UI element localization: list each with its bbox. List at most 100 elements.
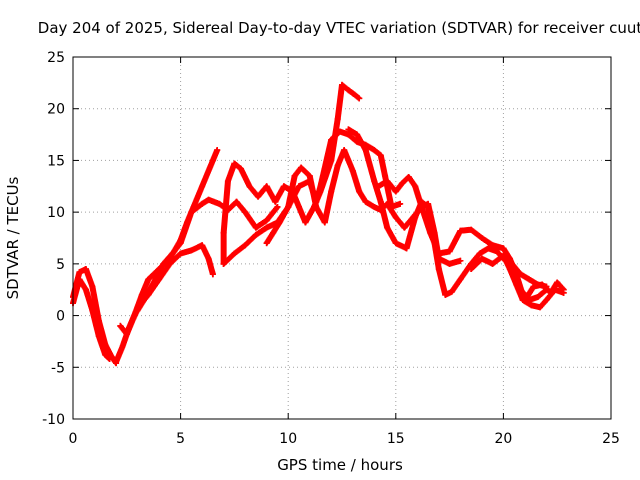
data-point	[106, 356, 113, 363]
data-point	[76, 276, 83, 283]
data-point	[285, 203, 292, 210]
data-point	[526, 276, 533, 283]
data-point	[220, 260, 227, 267]
data-point	[199, 242, 206, 249]
data-point	[209, 271, 216, 278]
y-axis-label: SDTVAR / TECUs	[4, 176, 22, 299]
data-point	[524, 293, 531, 300]
data-point	[237, 165, 244, 172]
plot-frame	[72, 56, 612, 420]
data-point	[392, 188, 399, 195]
data-point	[371, 178, 378, 185]
data-point	[209, 157, 216, 164]
data-point	[89, 307, 96, 314]
data-point	[220, 229, 227, 236]
data-point	[478, 255, 485, 262]
y-tick-label: 25	[47, 50, 65, 66]
data-point	[149, 281, 156, 288]
data-point	[375, 183, 382, 190]
data-point	[349, 90, 356, 97]
data-point	[519, 297, 526, 304]
data-point	[119, 343, 126, 350]
data-point	[384, 200, 391, 207]
data-point	[205, 255, 212, 262]
series-track-10	[375, 173, 550, 304]
tick-labels: 0 5 10 15 20 25 -10 -5 0 5 10 15 20 25	[42, 50, 620, 447]
data-point	[295, 183, 302, 190]
data-point	[295, 203, 302, 210]
data-point	[418, 203, 425, 210]
data-point	[336, 128, 343, 135]
data-point	[485, 245, 492, 252]
y-tick-label: 5	[56, 257, 65, 273]
data-point	[252, 231, 259, 238]
y-tick-label: 0	[56, 309, 65, 325]
data-point	[457, 276, 464, 283]
data-point	[354, 131, 361, 138]
chart-title: Day 204 of 2025, Sidereal Day-to-day VTE…	[38, 19, 640, 37]
data-point	[246, 183, 253, 190]
data-point	[345, 131, 352, 138]
data-point	[446, 260, 453, 267]
data-point	[489, 242, 496, 249]
data-point	[412, 214, 419, 221]
data-point	[82, 286, 89, 293]
data-point	[362, 198, 369, 205]
data-point	[500, 252, 507, 259]
data-point	[446, 248, 453, 255]
y-tick-label: -10	[42, 412, 65, 428]
data-point	[302, 219, 309, 226]
y-tick-label: 10	[47, 205, 65, 221]
x-tick-label: 0	[69, 431, 78, 447]
x-tick-label: 5	[176, 431, 185, 447]
data-point	[435, 266, 442, 273]
data-point	[306, 172, 313, 179]
y-tick-label: -5	[51, 360, 65, 376]
data-point	[123, 331, 130, 338]
data-point	[442, 291, 449, 298]
data-point	[384, 224, 391, 231]
data-point	[214, 147, 221, 154]
data-point	[530, 283, 537, 290]
data-point	[405, 173, 412, 180]
data-point	[89, 283, 96, 290]
data-point	[102, 351, 109, 358]
data-point	[231, 250, 238, 257]
data-layer	[70, 81, 567, 367]
data-point	[506, 266, 513, 273]
data-point	[205, 196, 212, 203]
data-point	[76, 269, 83, 276]
data-point	[397, 200, 404, 207]
data-point	[468, 226, 475, 233]
data-point	[280, 183, 287, 190]
data-point	[528, 302, 535, 309]
y-tick-label: 15	[47, 153, 65, 169]
data-point	[199, 200, 206, 207]
data-point	[242, 209, 249, 216]
series-track-11	[468, 252, 567, 311]
data-point	[371, 203, 378, 210]
data-point	[382, 172, 389, 179]
data-point	[403, 245, 410, 252]
data-point	[328, 136, 335, 143]
data-point	[263, 224, 270, 231]
data-point	[500, 245, 507, 252]
data-point	[113, 359, 120, 366]
data-point	[399, 180, 406, 187]
data-point	[362, 147, 369, 154]
data-point	[392, 214, 399, 221]
data-point	[476, 250, 483, 257]
data-point	[349, 167, 356, 174]
data-point	[252, 224, 259, 231]
data-point	[427, 229, 434, 236]
data-point	[231, 160, 238, 167]
data-point	[345, 87, 352, 94]
data-point	[233, 198, 240, 205]
x-tick-label: 25	[602, 431, 620, 447]
data-point	[166, 260, 173, 267]
series-markers	[375, 173, 550, 304]
y-tick-label: 20	[47, 102, 65, 118]
data-point	[199, 183, 206, 190]
data-point	[478, 235, 485, 241]
